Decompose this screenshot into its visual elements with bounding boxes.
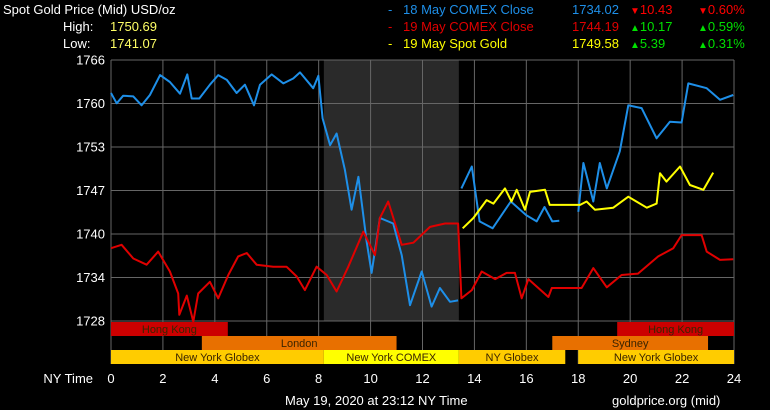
chart-title: Spot Gold Price (Mid) USD/oz	[3, 2, 176, 17]
legend-change: ▲10.17	[630, 19, 672, 34]
x-axis-label: NY Time	[43, 371, 93, 386]
low-value: 1741.07	[110, 36, 157, 51]
session-bar	[617, 322, 734, 336]
session-bar	[111, 350, 324, 364]
legend-percent-value: 0.59%	[707, 19, 745, 34]
session-label: Hong Kong	[648, 324, 703, 336]
y-tick-label: 1740	[76, 227, 105, 242]
up-arrow-icon: ▲	[630, 40, 640, 51]
legend-dash: -	[388, 19, 393, 34]
x-tick-label: 6	[263, 371, 270, 386]
x-tick-label: 0	[107, 371, 114, 386]
legend-price: 1734.02	[572, 2, 619, 17]
session-label: New York COMEX	[346, 352, 437, 364]
high-label: High:	[63, 19, 94, 34]
up-arrow-icon: ▲	[698, 40, 708, 51]
session-label: Hong Kong	[142, 324, 197, 336]
series-line-1	[460, 165, 560, 230]
session-label: NY Globex	[486, 352, 539, 364]
x-tick-label: 12	[415, 371, 429, 386]
series-line-1	[577, 82, 734, 212]
legend-price: 1749.58	[572, 36, 619, 51]
legend-name: 19 May COMEX Close	[403, 19, 534, 34]
up-arrow-icon: ▲	[630, 23, 640, 34]
low-label: Low:	[63, 36, 91, 51]
series-line-3	[462, 165, 715, 230]
session-label: Sydney	[612, 338, 649, 350]
legend-change-value: 5.39	[639, 36, 666, 51]
x-tick-label: 24	[727, 371, 741, 386]
legend-percent-value: 0.60%	[707, 2, 745, 17]
session-bar	[201, 336, 397, 350]
session-bar	[552, 336, 709, 350]
legend-change: ▲5.39	[630, 36, 665, 51]
session-bar	[578, 350, 734, 364]
up-arrow-icon: ▲	[698, 23, 708, 34]
legend-percent-value: 0.31%	[707, 36, 745, 51]
y-tick-label: 1734	[76, 270, 105, 285]
x-tick-label: 8	[315, 371, 322, 386]
session-bar	[323, 350, 459, 364]
legend-change-value: 10.17	[639, 19, 673, 34]
y-tick-label: 1728	[76, 314, 105, 329]
legend-dash: -	[388, 36, 393, 51]
x-tick-label: 10	[363, 371, 377, 386]
high-value: 1750.69	[110, 19, 157, 34]
x-tick-label: 4	[211, 371, 218, 386]
x-tick-label: 18	[571, 371, 585, 386]
y-tick-label: 1760	[76, 96, 105, 111]
series-line-1	[110, 71, 459, 308]
x-tick-label: 22	[675, 371, 689, 386]
session-label: New York Globex	[175, 352, 260, 364]
legend-percent: ▲0.31%	[698, 36, 745, 51]
session-label: London	[281, 338, 318, 350]
legend-percent: ▲0.59%	[698, 19, 745, 34]
x-tick-label: 20	[623, 371, 637, 386]
legend-name: 18 May COMEX Close	[403, 2, 534, 17]
y-tick-label: 1766	[76, 53, 105, 68]
legend-name: 19 May Spot Gold	[403, 36, 508, 51]
x-tick-label: 16	[519, 371, 533, 386]
down-arrow-icon: ▼	[698, 6, 708, 17]
legend-change-value: 10.43	[639, 2, 673, 17]
session-bar	[458, 350, 566, 364]
session-bar	[111, 322, 228, 336]
series-line-2	[110, 200, 734, 323]
footer-source: goldprice.org (mid)	[612, 393, 721, 408]
x-tick-label: 2	[159, 371, 166, 386]
session-label: New York Globex	[614, 352, 699, 364]
y-tick-label: 1747	[76, 183, 105, 198]
legend-percent: ▼0.60%	[698, 2, 745, 17]
y-tick-label: 1753	[76, 140, 105, 155]
legend-change: ▼10.43	[630, 2, 672, 17]
x-tick-label: 14	[467, 371, 481, 386]
down-arrow-icon: ▼	[630, 6, 640, 17]
footer-timestamp: May 19, 2020 at 23:12 NY Time	[285, 393, 468, 408]
legend-dash: -	[388, 2, 393, 17]
legend-price: 1744.19	[572, 19, 619, 34]
